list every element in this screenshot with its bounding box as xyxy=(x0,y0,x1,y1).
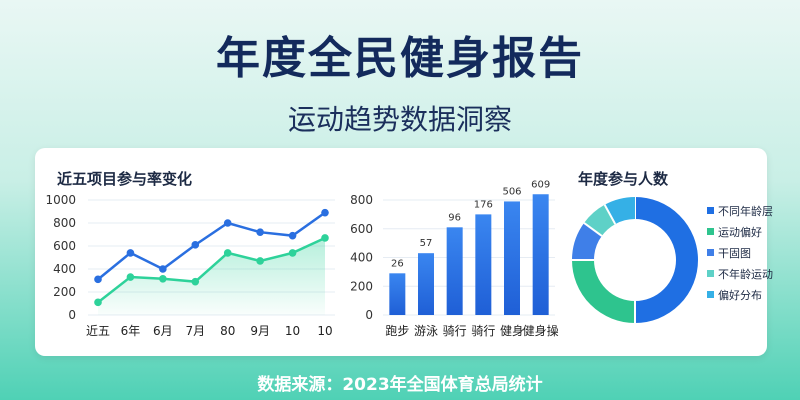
line-chart: 0 200 400 600 800 1000 近五 6年 6月 7月 80 9月 10 10 xyxy=(45,193,335,338)
donut-slice xyxy=(584,204,616,237)
series-point xyxy=(126,249,135,257)
line-chart-xtick: 近五 xyxy=(86,324,110,338)
series-point xyxy=(191,241,200,249)
series-point xyxy=(256,257,264,265)
bar-chart-ytick: 600 xyxy=(350,222,373,236)
line-chart-ytick: 800 xyxy=(53,216,76,230)
legend-label: 干固图 xyxy=(718,247,751,260)
legend-swatch xyxy=(707,270,714,277)
bar-value-label: 57 xyxy=(420,238,433,249)
bar-chart: 0 200 400 600 800 26 跑步 57 游泳 96 骑行 176 骑行 506 健身 609 健身… xyxy=(350,179,559,338)
series-point xyxy=(223,249,232,257)
line-chart-xtick: 6年 xyxy=(121,324,141,338)
bar xyxy=(475,214,492,315)
line-chart-xtick: 10 xyxy=(317,324,332,338)
series-point xyxy=(288,231,297,240)
donut-slice xyxy=(634,197,698,323)
bar-chart-ytick: 800 xyxy=(350,193,373,207)
line-chart-xtick: 6月 xyxy=(153,324,173,338)
legend-swatch xyxy=(707,228,714,235)
series-point xyxy=(159,274,167,283)
bar xyxy=(446,227,463,315)
line-chart-xtick: 80 xyxy=(220,324,235,338)
legend-label: 运动偏好 xyxy=(718,225,762,239)
bar-chart-xtick: 骑行 xyxy=(443,324,467,338)
bar-chart-xtick: 游泳 xyxy=(414,324,438,338)
series-point xyxy=(321,234,329,242)
line-chart-ytick: 1000 xyxy=(45,193,76,207)
bar-chart-ytick: 400 xyxy=(350,251,373,265)
series-point xyxy=(288,249,297,257)
bar-chart-xtick: 骑行 xyxy=(471,324,495,338)
series-point xyxy=(191,277,200,286)
bar-chart-xtick: 健身 xyxy=(500,323,524,338)
bar-chart-xtick: 健身操 xyxy=(523,323,559,338)
line-chart-xtick: 7月 xyxy=(185,324,205,338)
donut-chart-title: 年度参与人数 xyxy=(578,170,669,188)
line-chart-xtick: 10 xyxy=(285,324,300,338)
bar xyxy=(532,194,549,315)
bar xyxy=(389,273,406,315)
line-chart-xtick: 9月 xyxy=(250,324,270,338)
line-chart-ytick: 200 xyxy=(53,285,76,299)
legend-label: 不同年龄层 xyxy=(718,204,773,218)
legend-swatch xyxy=(707,291,714,298)
series-line xyxy=(97,211,326,281)
bar-chart-ytick: 200 xyxy=(350,279,373,293)
legend-swatch xyxy=(707,207,714,214)
series-point xyxy=(321,208,329,217)
line-chart-ytick: 0 xyxy=(68,308,76,322)
bar-value-label: 176 xyxy=(474,199,493,210)
series-point xyxy=(223,219,232,227)
data-source-footer: 数据来源：2023年全国体育总局统计 xyxy=(257,375,543,395)
series-point xyxy=(126,273,135,281)
legend-swatch xyxy=(707,249,714,256)
donut-slice xyxy=(604,197,636,225)
series-line xyxy=(97,236,326,304)
series-point xyxy=(94,275,102,284)
line-chart-ytick: 600 xyxy=(53,239,76,253)
bar-value-label: 609 xyxy=(531,179,550,190)
legend-label: 偏好分布 xyxy=(718,288,762,302)
bar xyxy=(504,201,520,315)
bar-value-label: 96 xyxy=(448,212,461,223)
series-point xyxy=(256,228,264,236)
bar-chart-ytick: 0 xyxy=(365,308,373,322)
series-point xyxy=(159,265,167,273)
bar-value-label: 506 xyxy=(502,186,521,197)
donut-separator xyxy=(603,204,617,225)
bar-chart-xtick: 跑步 xyxy=(385,324,409,338)
page-title: 年度全民健身报告 xyxy=(216,33,584,84)
donut-slice xyxy=(572,259,636,323)
donut-separator xyxy=(583,222,603,237)
bar-value-label: 26 xyxy=(391,258,404,269)
line-chart-ytick: 400 xyxy=(53,262,76,276)
series-area xyxy=(98,237,325,315)
donut-slice xyxy=(572,222,603,261)
legend-label: 不年龄运动 xyxy=(718,267,773,281)
line-chart-title: 近五项目参与率变化 xyxy=(57,170,193,188)
page-subtitle: 运动趋势数据洞察 xyxy=(287,103,512,136)
bar xyxy=(418,253,434,315)
series-point xyxy=(94,298,102,307)
